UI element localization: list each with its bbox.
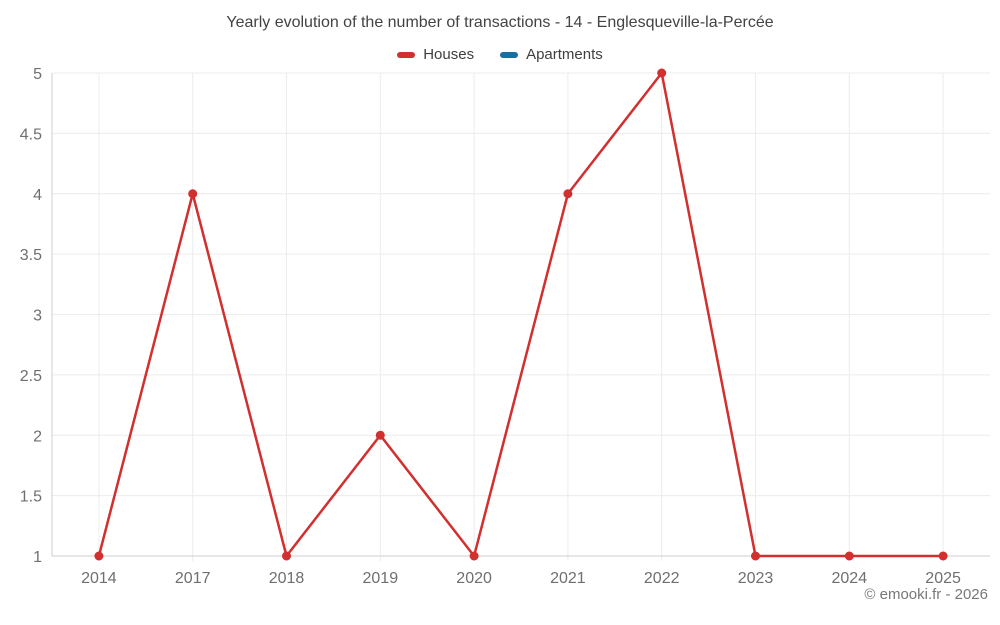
apartments-legend-swatch (500, 51, 519, 58)
svg-text:4: 4 (33, 187, 42, 204)
svg-text:1: 1 (33, 549, 42, 566)
svg-text:5: 5 (33, 66, 42, 83)
svg-text:2025: 2025 (925, 570, 961, 587)
svg-text:3.5: 3.5 (20, 247, 42, 264)
svg-text:2: 2 (33, 428, 42, 445)
copyright-notice: © emooki.fr - 2026 (864, 586, 988, 603)
svg-text:2022: 2022 (644, 570, 680, 587)
chart-title: Yearly evolution of the number of transa… (226, 14, 774, 31)
svg-text:2.5: 2.5 (20, 368, 42, 385)
apartments-legend-label: Apartments (526, 46, 603, 63)
houses-legend-label: Houses (423, 46, 475, 63)
svg-text:2017: 2017 (175, 570, 211, 587)
legend-item-apartments[interactable]: Apartments (500, 46, 603, 63)
svg-text:2021: 2021 (550, 570, 586, 587)
chart-legend: Houses Apartments (0, 46, 1000, 63)
svg-text:2023: 2023 (738, 570, 774, 587)
svg-text:2014: 2014 (81, 570, 117, 587)
svg-text:2024: 2024 (832, 570, 868, 587)
svg-text:3: 3 (33, 308, 42, 325)
svg-text:1.5: 1.5 (20, 489, 42, 506)
svg-text:2019: 2019 (363, 570, 399, 587)
svg-text:2018: 2018 (269, 570, 305, 587)
legend-item-houses[interactable]: Houses (397, 46, 474, 63)
svg-text:2020: 2020 (456, 570, 492, 587)
svg-text:4.5: 4.5 (20, 126, 42, 143)
houses-legend-swatch (397, 51, 416, 58)
